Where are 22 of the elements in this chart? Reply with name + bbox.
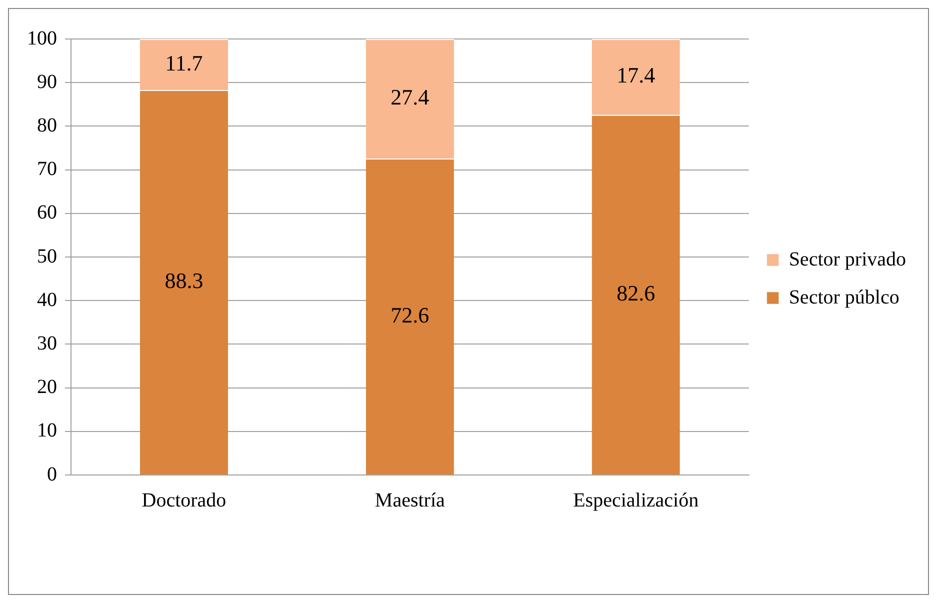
- y-tick-label: 60: [37, 202, 57, 224]
- y-tick-label: 50: [37, 245, 57, 268]
- x-tick-label: Maestría: [374, 489, 446, 512]
- legend-label: Sector públco: [788, 286, 900, 308]
- y-tick-label: 10: [37, 420, 57, 442]
- y-tick-label: 30: [37, 332, 57, 354]
- y-tick-label: 0: [47, 463, 57, 486]
- data-label: 27.4: [390, 84, 430, 110]
- y-tick-label: 20: [37, 376, 57, 398]
- data-label: 82.6: [616, 280, 656, 306]
- y-tick-label: 100: [27, 27, 57, 50]
- y-tick-label: 90: [37, 70, 57, 93]
- y-tick-label: 40: [37, 288, 57, 311]
- x-tick-label: Doctorado: [142, 489, 226, 512]
- legend-label: Sector privado: [788, 248, 906, 270]
- data-label: 11.7: [165, 50, 203, 76]
- x-tick-label: Especialización: [573, 489, 699, 512]
- data-label: 72.6: [390, 302, 430, 328]
- y-tick-label: 70: [37, 158, 57, 180]
- data-label: 88.3: [164, 268, 204, 294]
- data-label: 17.4: [616, 62, 656, 88]
- y-tick-label: 80: [37, 114, 57, 136]
